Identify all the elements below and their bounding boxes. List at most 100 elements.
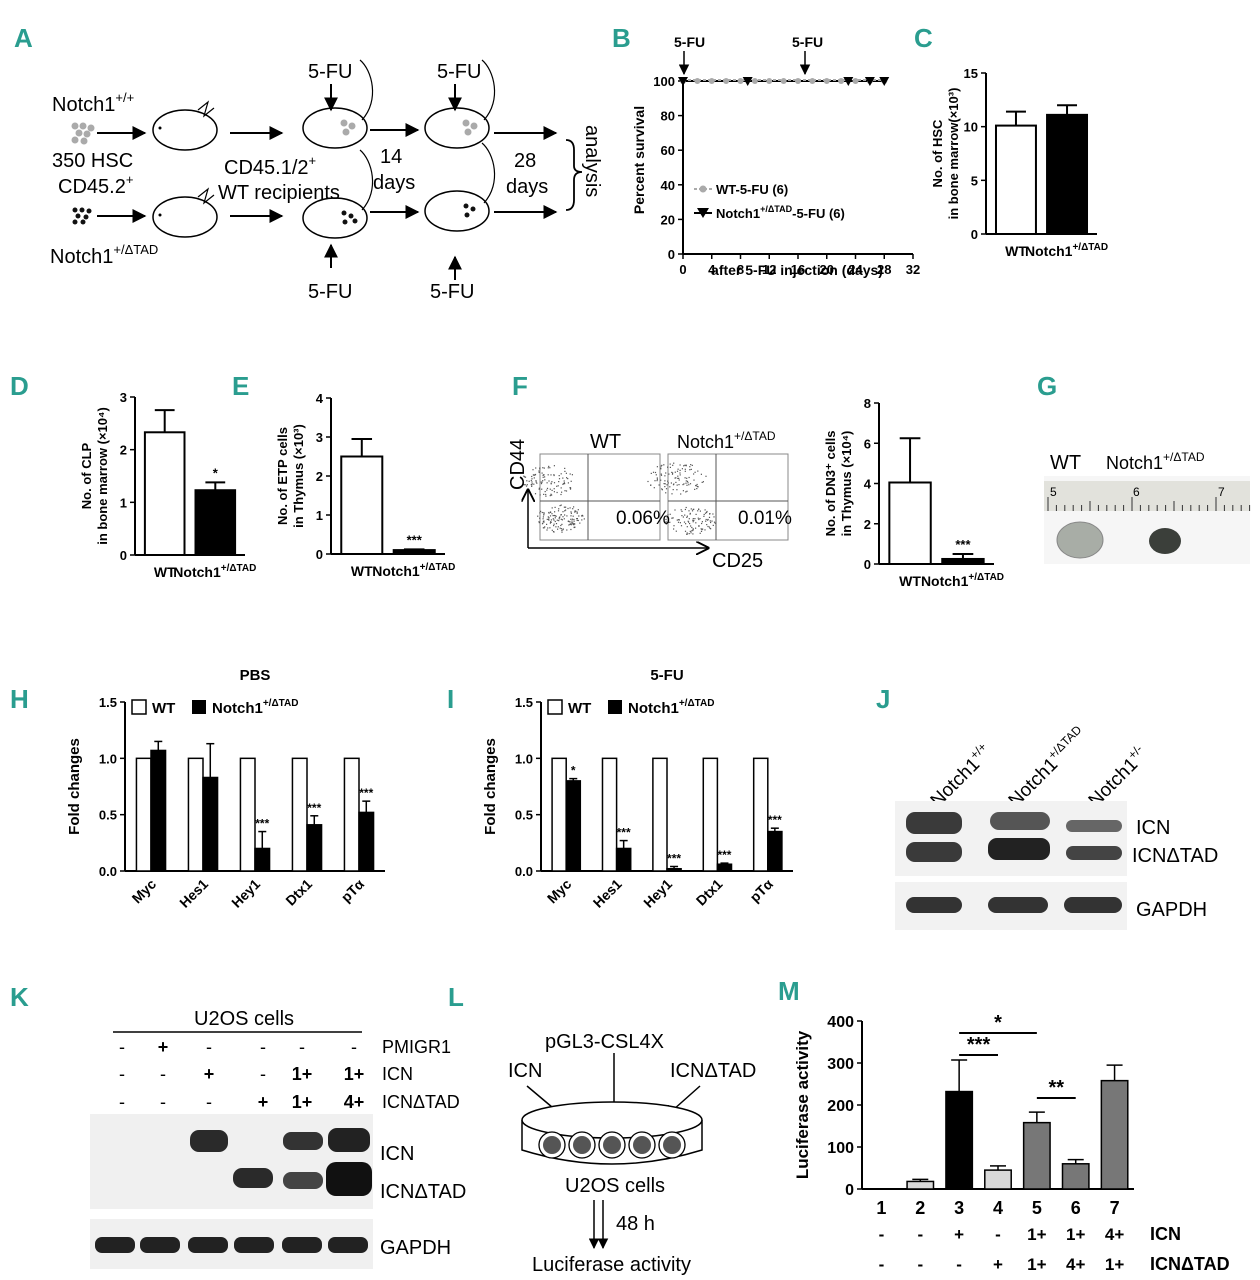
flow-dot [567,520,570,522]
flow-dot [572,515,574,517]
b-wt-point [780,78,787,84]
i-chart-legend-wt-swatch [547,699,563,715]
flow-dot [673,462,675,464]
flow-dot [544,491,546,493]
i-chart-bar [716,863,733,872]
flow-dot [676,484,678,486]
fu-label-4: 5-FU [430,281,474,303]
flow-dot [576,518,578,520]
flow-dot [548,518,550,520]
l-time-label: 48 h [616,1213,655,1235]
h-chart-bar [187,757,204,872]
panel-label-h: H [10,684,29,714]
flow-dot [692,518,694,520]
flow-dot [570,515,572,517]
m-x-tick-label: 2 [915,1198,925,1218]
flow-dot [549,467,551,469]
flow-dot [684,464,686,466]
flow-dot [533,483,535,485]
b-legend-mut-marker [697,208,709,218]
flow-dot [671,471,673,473]
e-chart-y-tick-label: 2 [316,469,323,484]
panel-label-g: G [1037,371,1057,401]
i-chart-bar [615,847,632,872]
i-chart-y-tick-label: 0.5 [515,808,533,823]
flow-dot [685,491,687,493]
flow-dot [576,511,578,513]
j-lane-1: Notch1+/+ [925,740,997,812]
flow-dot [696,488,698,490]
flow-dot [701,521,703,523]
panel-label-f: F [512,371,528,401]
m-bar [906,1180,935,1190]
i-chart-title: 5-FU [650,667,683,684]
c-chart-x-label: Notch1+/ΔTAD [1025,242,1108,259]
flow-dot [537,515,539,517]
flow-dot [697,517,699,519]
m-y-tick-label: 200 [827,1098,854,1115]
flow-dot [706,524,708,526]
hsc-marker-label: CD45.2+ [58,172,133,198]
flow-dot [542,516,544,518]
flow-dot [685,506,687,509]
flow-dot [557,526,559,528]
flow-dot [545,493,547,496]
k-row-label: ICN [382,1064,413,1084]
flow-dot [552,515,554,517]
flow-dot [554,506,556,508]
flow-dot [675,477,677,479]
b-x-tick-label: 24 [848,262,863,277]
flow-dot [569,507,571,509]
flow-dot [661,489,663,491]
flow-dot [549,495,551,497]
f-chart-ylabel: No. of DN3⁺ cells [823,431,838,537]
flow-cd44-label: CD44 [507,439,529,490]
k-header: U2OS cells [194,1008,294,1030]
flow-dot [698,508,700,510]
h-chart-y-tick-label: 1.5 [99,695,117,710]
flow-dot [692,521,694,523]
flow-dot [704,529,706,531]
flow-dot [689,513,691,515]
d-chart-y-tick-label: 0 [120,548,127,563]
b-wt-point [795,78,801,84]
flow-dot [532,474,534,476]
k-row-cell: - [119,1092,125,1112]
flow-dot [676,519,678,521]
c-chart-y-tick-label: 15 [964,66,978,81]
flow-dot [567,482,569,484]
flow-dot [524,484,526,486]
h-chart-significance: *** [255,817,269,831]
h-chart-category-label: Myc [129,876,160,907]
flow-dot [686,484,688,486]
flow-dot [683,465,685,467]
flow-dot [543,514,545,516]
flow-dot [549,511,552,513]
flow-dot [553,474,555,477]
m-icndtad-cell: + [993,1255,1003,1274]
c-chart-x-label: WT [1005,243,1027,259]
k-row-cell: - [160,1064,166,1084]
flow-dot [543,520,545,522]
flow-dot [684,468,686,470]
flow-dot [541,472,543,474]
flow-dot [685,482,687,484]
f-chart-significance: *** [955,537,971,552]
flow-dot [540,481,542,483]
k-band [283,1132,323,1150]
f-chart-bar [941,557,985,565]
flow-dot [677,475,679,477]
m-y-tick-label: 0 [845,1182,854,1199]
h-chart-bar [306,824,323,872]
flow-dot [654,471,657,474]
flow-dot [561,531,563,533]
c-chart-x-label-sup: +/ΔTAD [1072,242,1108,253]
flow-dot [691,530,693,532]
flow-dot [697,486,699,488]
flow-dot [558,475,560,477]
flow-dot [547,474,549,476]
flow-dot [699,518,701,520]
h-chart-bar [254,847,271,872]
flow-dot [660,473,662,475]
flow-dot [547,467,549,469]
